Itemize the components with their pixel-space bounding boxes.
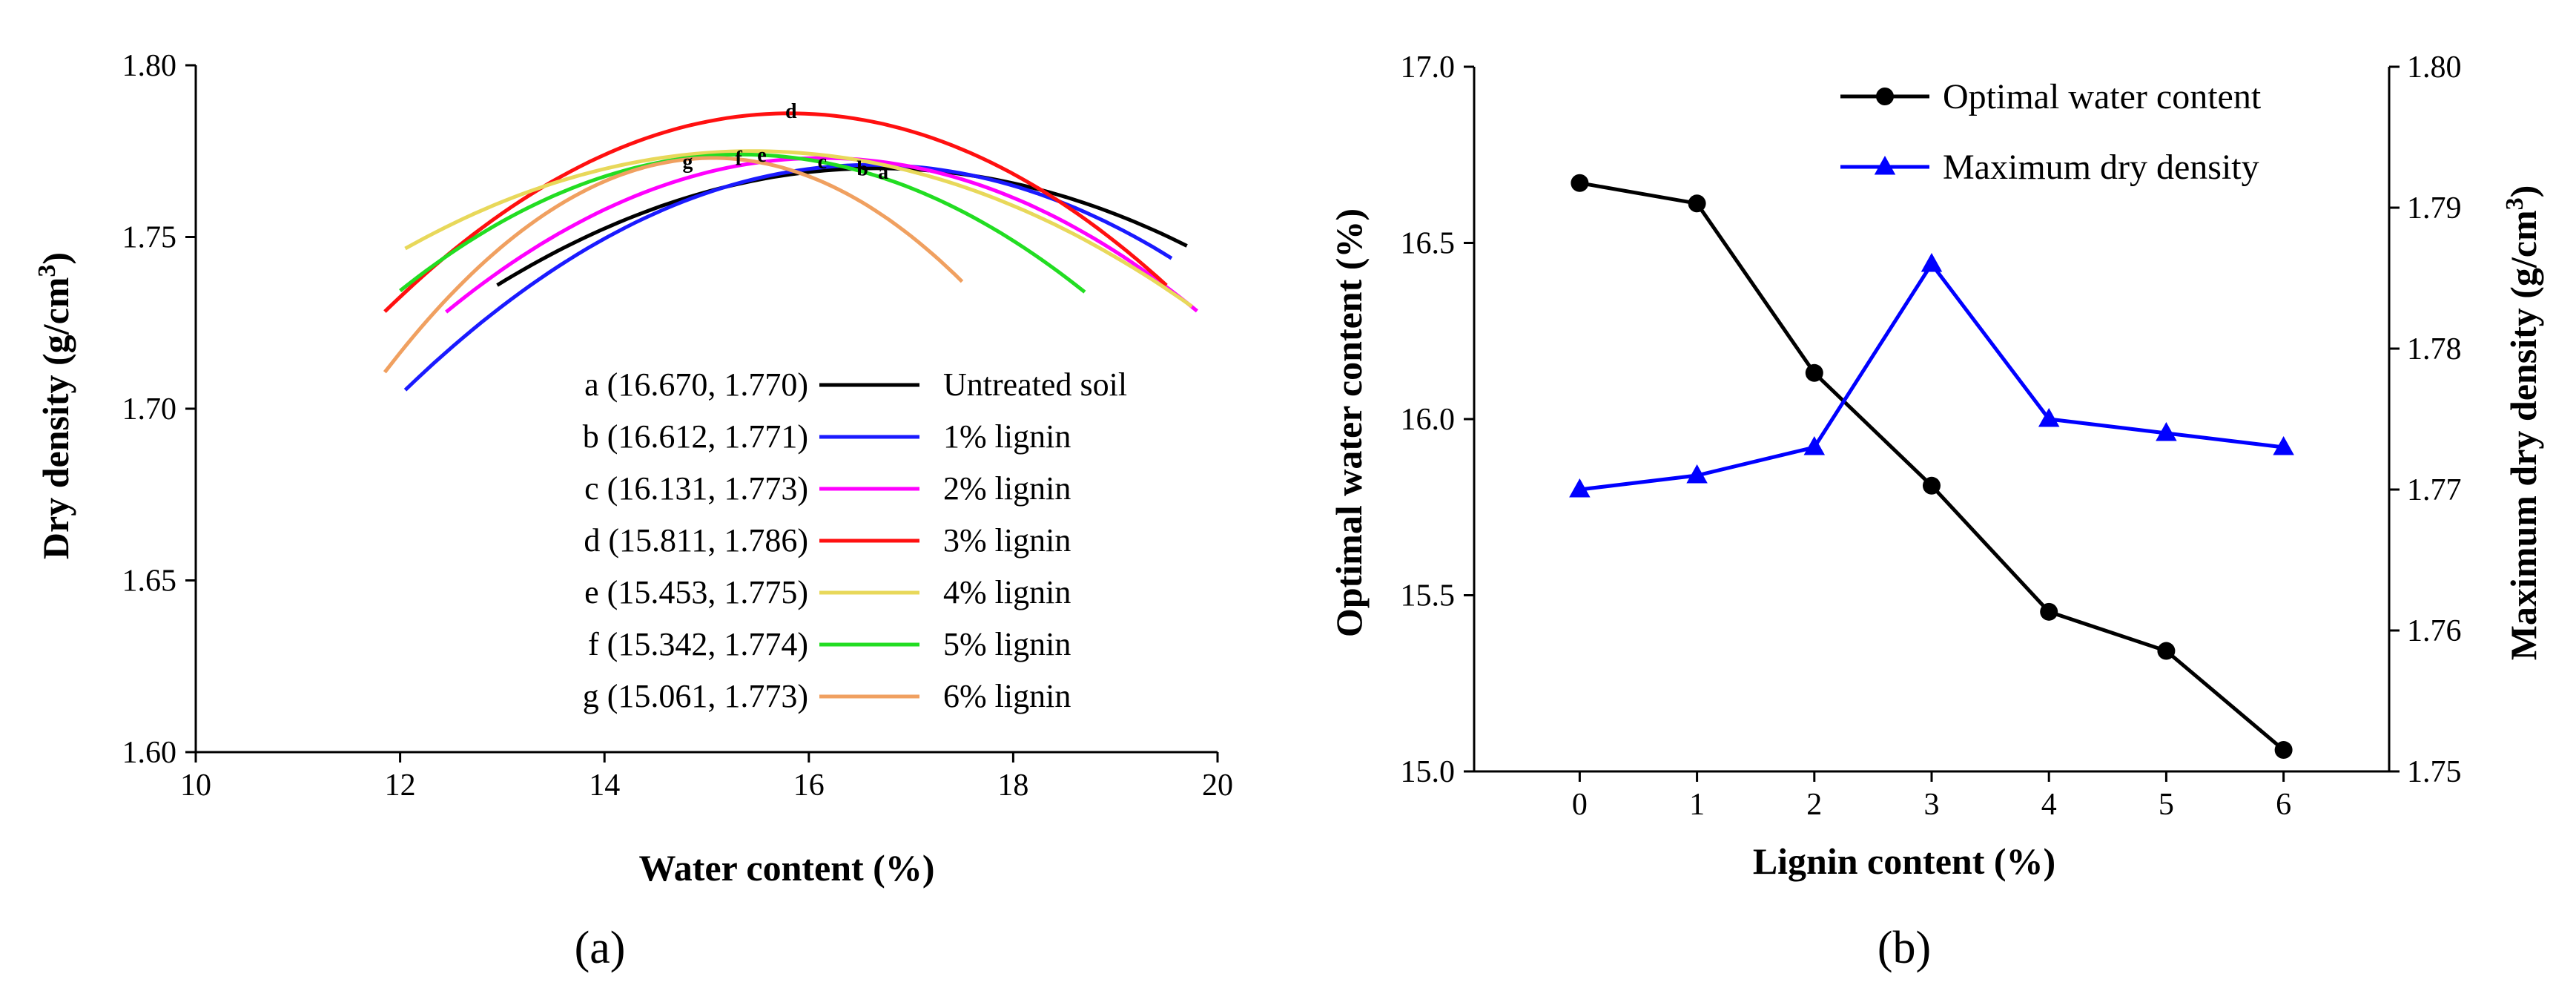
- chart-a-legend-key: b (16.612, 1.771): [583, 418, 808, 455]
- chart-a-point-labels: ab c def g: [682, 100, 888, 184]
- chart-b-left-tick-label: 17.0: [1401, 50, 1456, 85]
- chart-b-left-axis-title: Optimal water content (%): [1328, 208, 1370, 637]
- chart-a-series-line-1-lignin: [403, 162, 1173, 392]
- chart-a-series-line-6-lignin: [383, 156, 964, 374]
- chart-a-curves: [383, 111, 1198, 392]
- chart-b-density-point: [1569, 478, 1591, 498]
- chart-a-legend-key: e (15.453, 1.775): [584, 574, 808, 610]
- chart-a-point-label: f: [735, 147, 742, 170]
- chart-a-point-label: c: [818, 151, 827, 174]
- chart-a: ab c def g 10 12 14 16 18 20 1.60 1.65 1.70 1.75 1.80…: [33, 49, 1234, 973]
- chart-b-water-point: [2157, 642, 2176, 660]
- chart-a-y-tick-label: 1.60: [122, 736, 177, 770]
- chart-b-legend-marker-density: [1874, 156, 1896, 175]
- chart-b-right-tick-label: 1.77: [2407, 473, 2462, 507]
- chart-a-legend-label: 3% lignin: [943, 522, 1071, 559]
- chart-a-y-tick-label: 1.75: [122, 221, 177, 255]
- chart-b-x-axis-title: Lignin content (%): [1753, 840, 2055, 882]
- chart-b-left-tick-label: 15.0: [1401, 755, 1456, 789]
- chart-a-legend-key: c (16.131, 1.773): [584, 470, 808, 507]
- chart-a-y-tick-label: 1.80: [122, 49, 177, 83]
- chart-a-x-tick-label: 20: [1202, 768, 1233, 803]
- chart-b-legend-label-density: Maximum dry density: [1943, 148, 2259, 187]
- chart-a-x-tick-label: 16: [793, 768, 825, 803]
- chart-b-right-tick-label: 1.78: [2407, 332, 2462, 366]
- chart-b-right-tick-label: 1.76: [2407, 614, 2462, 648]
- chart-a-y-tick-label: 1.70: [122, 392, 177, 427]
- chart-a-point-label: b: [856, 157, 868, 180]
- chart-b-right-tick-label: 1.79: [2407, 191, 2462, 225]
- chart-b-x-tick-label: 4: [2041, 788, 2057, 822]
- chart-a-series-line-4-lignin: [404, 149, 1193, 309]
- chart-b-density-point: [2156, 422, 2177, 441]
- chart-a-legend-key: d (15.811, 1.786): [584, 522, 808, 559]
- chart-b-x-tick-label: 1: [1689, 788, 1705, 822]
- chart-a-series-line-2-lignin: [445, 156, 1198, 314]
- chart-a-series-line-5-lignin: [399, 152, 1086, 294]
- chart-b-series: [1569, 174, 2294, 760]
- chart-b-legend: Optimal water content Maximum dry density: [1840, 77, 2262, 187]
- chart-b-water-point: [1571, 174, 1589, 192]
- chart-b-water-point: [2274, 741, 2293, 760]
- chart-b-water-point: [1688, 194, 1706, 213]
- chart-b: 0 1 2 3 4 5 6 15.0 15.5 16.0 16.5 17.0 1.75 1.76 1.77 1…: [1328, 50, 2544, 973]
- chart-a-legend-key: f (15.342, 1.774): [588, 626, 808, 662]
- chart-a-point-label: g: [682, 151, 693, 174]
- chart-a-y-tick-label: 1.65: [122, 564, 177, 599]
- chart-a-point-label: e: [757, 144, 766, 167]
- chart-b-density-point: [2038, 408, 2060, 427]
- chart-b-panel-label: (b): [1877, 923, 1931, 973]
- chart-a-legend-label: 1% lignin: [943, 418, 1071, 455]
- chart-a-legend-label: Untreated soil: [943, 366, 1127, 403]
- chart-a-axes: 10 12 14 16 18 20 1.60 1.65 1.70 1.75 1.80: [122, 49, 1234, 803]
- chart-a-legend-key: a (16.670, 1.770): [584, 366, 808, 403]
- chart-a-legend-label: 2% lignin: [943, 470, 1071, 507]
- chart-a-x-tick-label: 10: [180, 768, 211, 803]
- chart-a-series-line-3-lignin: [383, 111, 1168, 313]
- chart-b-axes: 0 1 2 3 4 5 6 15.0 15.5 16.0 16.5 17.0 1.75 1.76 1.77 1…: [1401, 50, 2462, 822]
- chart-b-density-point: [1686, 464, 1708, 484]
- chart-b-water-point: [1923, 476, 1941, 495]
- chart-b-x-tick-label: 6: [2276, 788, 2291, 822]
- chart-b-x-tick-label: 0: [1572, 788, 1588, 822]
- chart-b-legend-label-water: Optimal water content: [1943, 77, 2262, 116]
- chart-b-right-axis-title: Maximum dry density (g/cm3): [2501, 185, 2545, 661]
- chart-b-density-point: [2273, 436, 2294, 455]
- chart-a-x-tick-label: 18: [997, 768, 1028, 803]
- chart-b-density-line: [1579, 260, 2284, 492]
- chart-b-x-tick-label: 2: [1806, 788, 1822, 822]
- chart-a-panel-label: (a): [575, 923, 626, 973]
- chart-b-density-point: [1921, 253, 1943, 272]
- chart-a-legend-label: 6% lignin: [943, 678, 1071, 714]
- chart-a-y-axis-title: Dry density (g/cm3): [33, 252, 77, 559]
- chart-b-water-point: [2040, 602, 2058, 621]
- chart-b-left-tick-label: 16.5: [1401, 227, 1456, 261]
- chart-b-x-tick-label: 3: [1924, 788, 1940, 822]
- chart-a-legend: a (16.670, 1.770) Untreated soil b (16.612…: [583, 366, 1127, 714]
- chart-a-series-line-untreated: [496, 166, 1188, 287]
- chart-a-legend-label: 4% lignin: [943, 574, 1071, 610]
- chart-a-x-tick-label: 14: [589, 768, 620, 803]
- chart-a-x-tick-label: 12: [385, 768, 416, 803]
- chart-b-x-tick-label: 5: [2159, 788, 2174, 822]
- chart-b-left-tick-label: 15.5: [1401, 579, 1456, 613]
- chart-a-legend-key: g (15.061, 1.773): [583, 678, 808, 714]
- chart-b-legend-marker-water: [1876, 88, 1894, 105]
- chart-b-density-point: [1803, 436, 1826, 455]
- chart-b-right-tick-label: 1.75: [2407, 755, 2462, 789]
- chart-a-point-label: d: [785, 100, 797, 123]
- chart-b-right-tick-label: 1.80: [2407, 50, 2462, 85]
- chart-a-legend-label: 5% lignin: [943, 626, 1071, 662]
- chart-a-x-axis-title: Water content (%): [639, 847, 935, 889]
- chart-a-point-label: a: [878, 161, 888, 184]
- chart-b-water-point: [1805, 363, 1823, 382]
- chart-b-left-tick-label: 16.0: [1401, 403, 1456, 437]
